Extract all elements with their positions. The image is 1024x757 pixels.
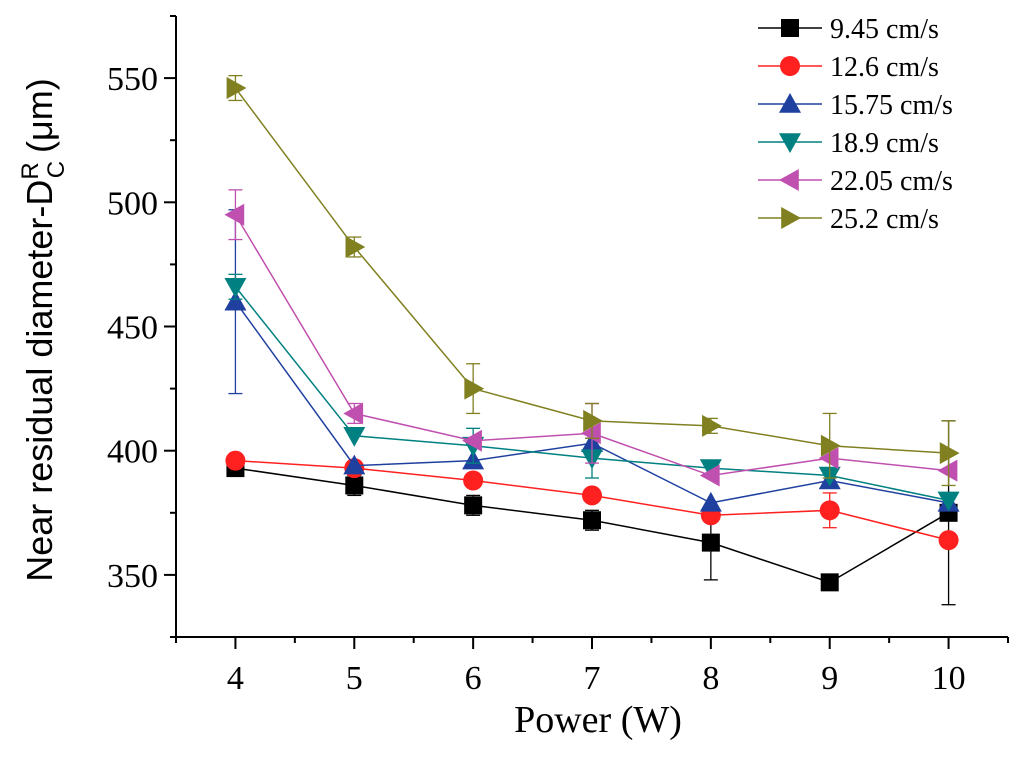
y-tick-label: 550	[107, 61, 158, 98]
legend-label: 12.6 cm/s	[830, 52, 939, 83]
series-25-2-cm-s	[226, 74, 960, 487]
data-point	[224, 290, 247, 311]
y-tick-label: 350	[107, 558, 158, 595]
axes: 4 5 6 7 8 9 10 350 400 450 500 550	[107, 15, 1009, 697]
legend-marker	[781, 19, 799, 37]
data-point	[699, 464, 720, 487]
data-point	[464, 377, 485, 400]
data-point	[583, 409, 603, 432]
y-axis-title-unit: (μm)	[19, 78, 60, 153]
data-point	[582, 485, 602, 506]
legend-label: 25.2 cm/s	[830, 204, 939, 235]
y-tick-label: 500	[107, 185, 158, 222]
x-tick-label: 5	[346, 660, 363, 697]
legend-label: 22.05 cm/s	[830, 166, 953, 197]
data-point	[462, 429, 482, 452]
legend-marker	[779, 93, 801, 113]
data-point	[464, 496, 483, 515]
y-axis-title-subscript: C	[43, 161, 70, 178]
legend-marker	[779, 169, 799, 191]
x-tick-label: 9	[821, 660, 838, 697]
data-point	[224, 203, 245, 226]
series-18-9-cm-s	[224, 273, 960, 512]
data-point	[345, 236, 366, 259]
data-point	[345, 476, 364, 495]
legend: 9.45 cm/s 12.6 cm/s 15.75 cm/s 18.9 cm/s 22.…	[758, 14, 953, 235]
data-point	[938, 530, 959, 551]
legend-item: 22.05 cm/s	[758, 166, 953, 197]
legend-label: 15.75 cm/s	[830, 90, 953, 121]
data-point	[226, 77, 247, 100]
y-axis-title-superscript: R	[17, 162, 44, 179]
x-tick-label: 8	[702, 660, 719, 697]
data-point	[820, 434, 841, 457]
y-axis-title: Near residual diameter-DRC (μm)	[17, 78, 70, 582]
legend-item: 12.6 cm/s	[758, 52, 939, 83]
legend-marker	[780, 56, 800, 76]
data-point	[820, 573, 839, 592]
data-point	[818, 447, 839, 470]
x-tick-label: 7	[584, 660, 601, 697]
data-point	[939, 442, 960, 465]
legend-item: 9.45 cm/s	[758, 14, 939, 45]
data-point	[343, 402, 364, 425]
data-point	[701, 533, 720, 552]
y-tick-label: 400	[107, 434, 158, 471]
legend-item: 15.75 cm/s	[758, 90, 953, 121]
data-point	[819, 500, 840, 521]
series-layer	[224, 74, 960, 606]
data-point	[699, 491, 722, 512]
legend-marker	[779, 133, 801, 153]
x-tick-label: 6	[465, 660, 482, 697]
data-point	[702, 414, 722, 437]
x-tick-label: 10	[932, 660, 966, 697]
y-tick-label: 450	[107, 310, 158, 347]
data-point	[224, 277, 247, 298]
x-axis-title: Power (W)	[514, 699, 682, 741]
data-point	[937, 459, 958, 482]
legend-marker	[781, 207, 801, 229]
legend-label: 9.45 cm/s	[830, 14, 939, 45]
legend-label: 18.9 cm/s	[830, 128, 939, 159]
data-point	[463, 470, 484, 491]
y-axis-title-main: Near residual diameter-D	[19, 180, 60, 582]
legend-item: 18.9 cm/s	[758, 128, 939, 159]
x-tick-label: 4	[227, 660, 244, 697]
data-point	[583, 511, 601, 530]
legend-item: 25.2 cm/s	[758, 204, 939, 235]
data-point	[343, 426, 366, 447]
data-point	[699, 459, 722, 480]
data-point	[937, 491, 960, 512]
data-point	[225, 450, 246, 471]
data-point	[343, 454, 366, 475]
